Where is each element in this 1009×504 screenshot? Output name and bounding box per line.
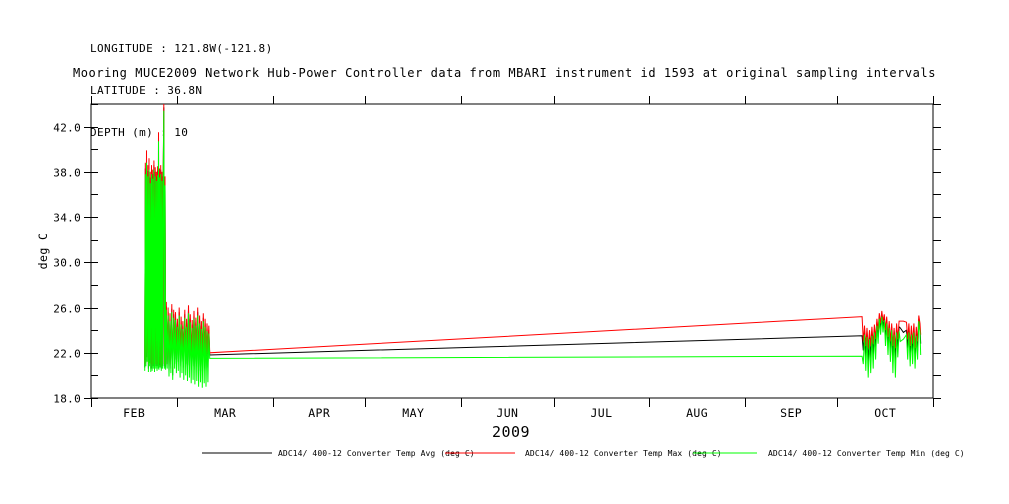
y-tick-label: 26.0 bbox=[53, 303, 81, 316]
axes bbox=[84, 96, 941, 407]
x-tick-label-mar: MAR bbox=[214, 406, 236, 420]
y-tick-label: 38.0 bbox=[53, 167, 81, 180]
x-tick-label-sep: SEP bbox=[780, 406, 802, 420]
legend-label-min: ADC14/ 400-12 Converter Temp Min (deg C) bbox=[768, 449, 965, 458]
series-max-line bbox=[144, 103, 922, 370]
plot-title: Mooring MUCE2009 Network Hub-Power Contr… bbox=[73, 66, 936, 80]
y-tick-label: 34.0 bbox=[53, 212, 81, 225]
plot-frame bbox=[90, 103, 934, 399]
series-min-line bbox=[144, 110, 922, 388]
legend: ADC14/ 400-12 Converter Temp Avg (deg C)… bbox=[202, 449, 965, 458]
data-series bbox=[144, 103, 922, 388]
y-tick-label: 30.0 bbox=[53, 257, 81, 270]
x-tick-label-oct: OCT bbox=[874, 406, 896, 420]
axis-labels: deg C 2009 FEB MAR APR MAY JUN JUL AUG SEP OCT 18… bbox=[36, 122, 896, 442]
x-tick-label-jul: JUL bbox=[590, 406, 612, 420]
longitude-label: LONGITUDE : 121.8W(-121.8) bbox=[90, 42, 273, 55]
x-tick-label-may: MAY bbox=[402, 406, 424, 420]
legend-label-max: ADC14/ 400-12 Converter Temp Max (deg C) bbox=[525, 449, 722, 458]
x-tick-label-aug: AUG bbox=[686, 406, 708, 420]
y-tick-label: 18.0 bbox=[53, 393, 81, 406]
x-tick-label-feb: FEB bbox=[123, 406, 145, 420]
x-tick-label-jun: JUN bbox=[496, 406, 518, 420]
x-tick-label-apr: APR bbox=[308, 406, 330, 420]
latitude-label: LATITUDE : 36.8N bbox=[90, 84, 203, 97]
y-tick-label: 22.0 bbox=[53, 348, 81, 361]
x-axis-year-label: 2009 bbox=[492, 423, 530, 441]
station-info-block: LONGITUDE : 121.8W(-121.8) LATITUDE : 36… bbox=[90, 14, 273, 154]
y-axis-title: deg C bbox=[36, 233, 50, 270]
y-tick-label: 42.0 bbox=[53, 122, 81, 135]
legend-label-avg: ADC14/ 400-12 Converter Temp Avg (deg C) bbox=[278, 449, 475, 458]
